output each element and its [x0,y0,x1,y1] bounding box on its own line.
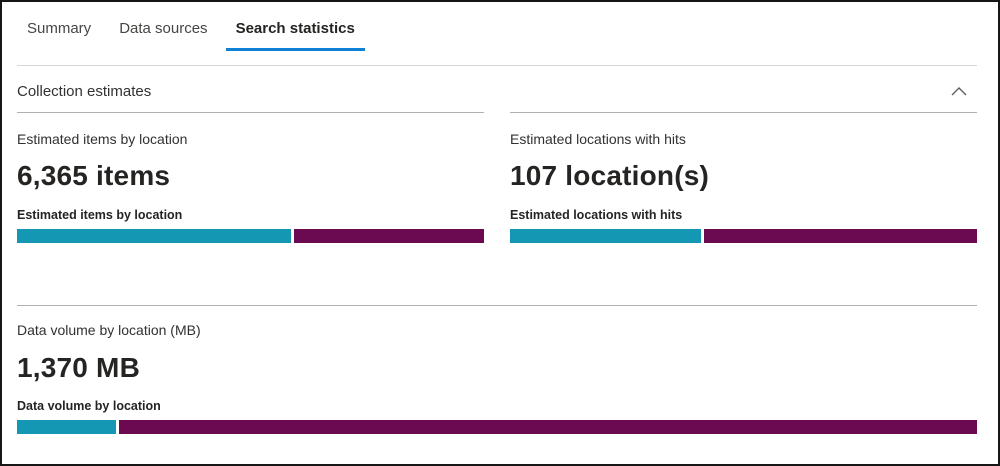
bar-segment-magenta [118,420,977,434]
bar-label: Data volume by location [17,399,161,413]
tab-data-sources[interactable]: Data sources [119,20,208,37]
tab-bar: Summary Data sources Search statistics [17,12,977,51]
tabs-divider [17,65,977,66]
bar-segment-magenta [703,229,977,243]
metric-value: 1,370 MB [17,352,140,383]
stacked-bar-locations [510,229,977,243]
estimated-items-card: Estimated items by location 6,365 items … [17,112,484,305]
stacked-bar-volume [17,420,977,434]
collapse-section-button[interactable] [947,85,971,98]
chevron-up-icon [951,84,967,99]
metric-value: 107 location(s) [510,160,710,191]
metric-label: Estimated items by location [17,131,188,147]
estimated-locations-card: Estimated locations with hits 107 locati… [510,112,977,305]
bar-segment-gap [290,229,294,243]
metric-label: Estimated locations with hits [510,131,686,147]
estimates-grid: Estimated items by location 6,365 items … [17,112,977,305]
bar-segment-teal [510,229,701,243]
bar-segment-gap [115,420,119,434]
metric-label: Data volume by location (MB) [17,322,201,338]
stacked-bar-items [17,229,484,243]
tab-search-statistics[interactable]: Search statistics [225,12,365,51]
tab-summary[interactable]: Summary [27,20,92,37]
bar-segment-teal [17,420,116,434]
section-title: Collection estimates [17,83,152,100]
bar-label: Estimated locations with hits [510,208,683,222]
bar-segment-teal [17,229,291,243]
metric-value: 6,365 items [17,160,171,191]
bar-segment-gap [700,229,704,243]
bar-segment-magenta [293,229,484,243]
bar-label: Estimated items by location [17,208,183,222]
collection-estimates-header: Collection estimates [17,66,977,100]
data-volume-card: Data volume by location (MB) 1,370 MB Da… [17,305,977,434]
